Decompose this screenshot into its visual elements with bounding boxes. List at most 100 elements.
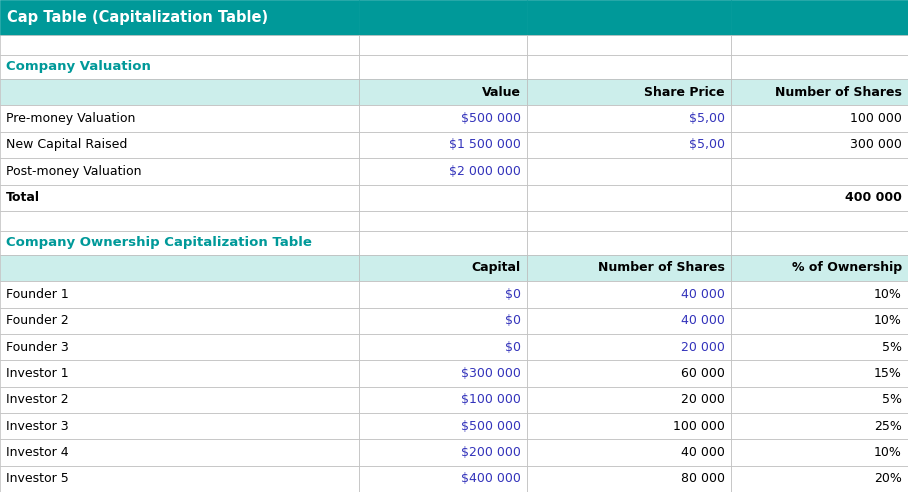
Bar xyxy=(0,465,359,492)
Text: Number of Shares: Number of Shares xyxy=(775,86,902,99)
Bar xyxy=(731,255,908,281)
Bar xyxy=(359,387,527,413)
Bar xyxy=(359,465,527,492)
Text: $300 000: $300 000 xyxy=(460,367,520,380)
Text: $100 000: $100 000 xyxy=(460,393,520,406)
Text: 40 000: 40 000 xyxy=(681,288,725,301)
Bar xyxy=(731,0,908,35)
Bar xyxy=(0,413,359,439)
Bar xyxy=(359,132,527,158)
Bar xyxy=(527,334,731,360)
Bar xyxy=(0,211,359,231)
Bar xyxy=(0,0,359,35)
Bar xyxy=(527,132,731,158)
Bar xyxy=(731,55,908,79)
Bar xyxy=(0,387,359,413)
Bar xyxy=(731,158,908,184)
Text: 100 000: 100 000 xyxy=(673,420,725,432)
Text: Share Price: Share Price xyxy=(645,86,725,99)
Text: 10%: 10% xyxy=(874,314,902,327)
Bar xyxy=(359,439,527,465)
Text: 400 000: 400 000 xyxy=(845,191,902,204)
Bar xyxy=(359,255,527,281)
Bar xyxy=(359,413,527,439)
Bar xyxy=(527,439,731,465)
Text: Founder 3: Founder 3 xyxy=(6,340,69,354)
Bar xyxy=(0,334,359,360)
Text: 5%: 5% xyxy=(882,393,902,406)
Text: $0: $0 xyxy=(505,314,520,327)
Bar xyxy=(359,55,527,79)
Text: 10%: 10% xyxy=(874,446,902,459)
Bar xyxy=(527,413,731,439)
Bar xyxy=(359,158,527,184)
Bar xyxy=(0,184,359,211)
Bar xyxy=(731,211,908,231)
Bar xyxy=(0,231,359,255)
Text: Company Valuation: Company Valuation xyxy=(6,61,151,73)
Bar xyxy=(359,184,527,211)
Bar xyxy=(0,132,359,158)
Text: Founder 1: Founder 1 xyxy=(6,288,69,301)
Bar xyxy=(0,158,359,184)
Text: Investor 4: Investor 4 xyxy=(6,446,69,459)
Text: 20 000: 20 000 xyxy=(681,340,725,354)
Bar xyxy=(527,255,731,281)
Bar xyxy=(527,158,731,184)
Bar xyxy=(731,79,908,105)
Bar xyxy=(0,360,359,387)
Text: $0: $0 xyxy=(505,288,520,301)
Text: 10%: 10% xyxy=(874,288,902,301)
Bar xyxy=(527,231,731,255)
Bar xyxy=(731,334,908,360)
Text: Cap Table (Capitalization Table): Cap Table (Capitalization Table) xyxy=(7,10,268,25)
Bar xyxy=(359,79,527,105)
Bar xyxy=(731,281,908,308)
Text: 100 000: 100 000 xyxy=(850,112,902,125)
Bar xyxy=(527,360,731,387)
Text: Total: Total xyxy=(6,191,40,204)
Text: Investor 3: Investor 3 xyxy=(6,420,69,432)
Bar xyxy=(0,105,359,132)
Text: 60 000: 60 000 xyxy=(681,367,725,380)
Text: 20 000: 20 000 xyxy=(681,393,725,406)
Text: Pre-money Valuation: Pre-money Valuation xyxy=(6,112,135,125)
Text: $2 000 000: $2 000 000 xyxy=(449,165,520,178)
Bar xyxy=(527,35,731,55)
Bar xyxy=(359,308,527,334)
Text: 300 000: 300 000 xyxy=(850,138,902,152)
Text: $1 500 000: $1 500 000 xyxy=(449,138,520,152)
Text: 40 000: 40 000 xyxy=(681,446,725,459)
Bar xyxy=(359,281,527,308)
Bar xyxy=(731,105,908,132)
Bar xyxy=(359,211,527,231)
Bar xyxy=(0,55,359,79)
Text: 15%: 15% xyxy=(874,367,902,380)
Bar xyxy=(0,308,359,334)
Bar xyxy=(359,360,527,387)
Bar xyxy=(731,387,908,413)
Text: Capital: Capital xyxy=(471,261,520,275)
Bar xyxy=(527,465,731,492)
Text: 25%: 25% xyxy=(874,420,902,432)
Text: $0: $0 xyxy=(505,340,520,354)
Text: Number of Shares: Number of Shares xyxy=(598,261,725,275)
Bar xyxy=(527,79,731,105)
Bar xyxy=(527,0,731,35)
Bar xyxy=(359,0,527,35)
Text: Founder 2: Founder 2 xyxy=(6,314,69,327)
Bar xyxy=(527,184,731,211)
Text: Investor 1: Investor 1 xyxy=(6,367,69,380)
Bar xyxy=(527,105,731,132)
Text: Value: Value xyxy=(481,86,520,99)
Text: 20%: 20% xyxy=(874,472,902,485)
Bar xyxy=(731,439,908,465)
Bar xyxy=(359,334,527,360)
Text: Company Ownership Capitalization Table: Company Ownership Capitalization Table xyxy=(6,236,311,249)
Text: 40 000: 40 000 xyxy=(681,314,725,327)
Bar xyxy=(527,211,731,231)
Text: Investor 2: Investor 2 xyxy=(6,393,69,406)
Text: $200 000: $200 000 xyxy=(460,446,520,459)
Text: $400 000: $400 000 xyxy=(460,472,520,485)
Text: $500 000: $500 000 xyxy=(460,420,520,432)
